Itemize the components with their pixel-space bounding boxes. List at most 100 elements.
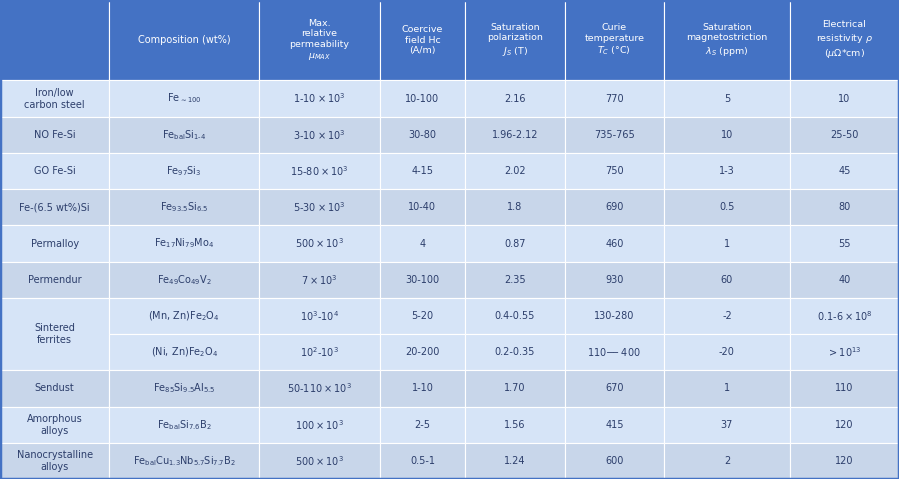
Text: $\mathrm{Fe_{bal}Si_{7.6}B_2}$: $\mathrm{Fe_{bal}Si_{7.6}B_2}$ [156, 418, 211, 432]
Bar [380, 443, 465, 479]
Bar [565, 443, 664, 479]
Bar [565, 117, 664, 153]
Bar [664, 334, 789, 370]
Text: 37: 37 [721, 420, 733, 430]
Bar [789, 298, 899, 334]
Text: 10: 10 [721, 130, 733, 140]
Text: 670: 670 [605, 383, 624, 393]
Bar [0, 262, 110, 298]
Text: 55: 55 [838, 239, 850, 249]
Bar [789, 80, 899, 117]
Text: Coercive
field Hc
(A/m): Coercive field Hc (A/m) [402, 25, 443, 56]
Bar [0, 407, 110, 443]
Bar [789, 334, 899, 370]
Text: $7 \times 10^3$: $7 \times 10^3$ [301, 273, 338, 286]
Bar [465, 0, 565, 80]
Text: 110$\mathrm{-\!\!\!-}$400: 110$\mathrm{-\!\!\!-}$400 [587, 346, 641, 358]
Bar [565, 407, 664, 443]
Text: 735-765: 735-765 [594, 130, 635, 140]
Bar [664, 226, 789, 262]
Bar [380, 298, 465, 334]
Text: 2-5: 2-5 [414, 420, 431, 430]
Text: Fe-(6.5 wt%)Si: Fe-(6.5 wt%)Si [19, 202, 90, 212]
Text: 20-200: 20-200 [405, 347, 440, 357]
Bar [110, 334, 259, 370]
Text: 2.35: 2.35 [504, 275, 526, 285]
Text: 0.87: 0.87 [504, 239, 526, 249]
Text: -2: -2 [722, 311, 732, 321]
Text: $1\text{-}10 \times 10^3$: $1\text{-}10 \times 10^3$ [293, 91, 346, 105]
Text: 10-100: 10-100 [405, 93, 440, 103]
Bar [465, 443, 565, 479]
Bar [380, 262, 465, 298]
Bar [565, 0, 664, 80]
Text: Composition (wt%): Composition (wt%) [138, 35, 230, 45]
Text: 4-15: 4-15 [412, 166, 433, 176]
Text: $\mathrm{Fe}_{\sim100}$: $\mathrm{Fe}_{\sim100}$ [167, 91, 201, 105]
Text: 1.56: 1.56 [504, 420, 526, 430]
Bar [259, 153, 380, 189]
Bar [565, 298, 664, 334]
Bar [110, 407, 259, 443]
Bar [259, 334, 380, 370]
Bar [789, 370, 899, 407]
Bar [0, 226, 110, 262]
Text: $\mathrm{Fe_{17}Ni_{79}Mo_4}$: $\mathrm{Fe_{17}Ni_{79}Mo_4}$ [154, 237, 214, 251]
Text: 1: 1 [724, 383, 730, 393]
Text: $100 \times 10^3$: $100 \times 10^3$ [295, 418, 344, 432]
Bar [465, 298, 565, 334]
Bar [110, 226, 259, 262]
Text: GO Fe-Si: GO Fe-Si [34, 166, 76, 176]
Text: 0.2-0.35: 0.2-0.35 [494, 347, 535, 357]
Text: 930: 930 [605, 275, 624, 285]
Text: $10^3\text{-}10^4$: $10^3\text{-}10^4$ [300, 309, 339, 323]
Bar [110, 262, 259, 298]
Bar [664, 443, 789, 479]
Text: 110: 110 [835, 383, 853, 393]
Text: $\mathrm{Fe_{bal}Cu_{1.3}Nb_{5.7}Si_{7.7}B_2}$: $\mathrm{Fe_{bal}Cu_{1.3}Nb_{5.7}Si_{7.7… [133, 454, 236, 468]
Bar [380, 370, 465, 407]
Text: Curie
temperature
$T_C$ (°C): Curie temperature $T_C$ (°C) [584, 23, 645, 57]
Text: Permalloy: Permalloy [31, 239, 79, 249]
Bar [259, 117, 380, 153]
Bar [789, 153, 899, 189]
Text: $5\text{-}30 \times 10^3$: $5\text{-}30 \times 10^3$ [293, 200, 346, 214]
Text: 1-10: 1-10 [412, 383, 433, 393]
Text: 2: 2 [724, 456, 730, 466]
Text: Nanocrystalline
alloys: Nanocrystalline alloys [16, 450, 93, 472]
Text: 80: 80 [838, 202, 850, 212]
Text: 4: 4 [419, 239, 425, 249]
Text: 25-50: 25-50 [830, 130, 859, 140]
Text: $3\text{-}10 \times 10^3$: $3\text{-}10 \times 10^3$ [293, 128, 346, 142]
Text: $\mathrm{(Ni,\,Zn)Fe_2O_4}$: $\mathrm{(Ni,\,Zn)Fe_2O_4}$ [150, 345, 218, 359]
Text: $15\text{-}80 \times 10^3$: $15\text{-}80 \times 10^3$ [290, 164, 349, 178]
Bar [664, 370, 789, 407]
Bar [664, 298, 789, 334]
Bar [0, 117, 110, 153]
Bar [789, 189, 899, 226]
Bar [664, 153, 789, 189]
Bar [565, 334, 664, 370]
Bar [465, 407, 565, 443]
Text: 0.5: 0.5 [719, 202, 734, 212]
Bar [664, 189, 789, 226]
Text: 60: 60 [721, 275, 733, 285]
Bar [664, 117, 789, 153]
Bar [465, 117, 565, 153]
Text: 30-80: 30-80 [408, 130, 436, 140]
Bar [380, 117, 465, 153]
Text: 770: 770 [605, 93, 624, 103]
Text: 2.16: 2.16 [504, 93, 526, 103]
Bar [789, 117, 899, 153]
Bar [380, 226, 465, 262]
Text: Saturation
magnetostriction
$\lambda_S$ (ppm): Saturation magnetostriction $\lambda_S$ … [686, 23, 768, 58]
Bar [465, 80, 565, 117]
Text: $\mathrm{(Mn,\,Zn)Fe_2O_4}$: $\mathrm{(Mn,\,Zn)Fe_2O_4}$ [148, 309, 220, 323]
Bar [0, 0, 110, 80]
Text: $0.1\text{-}6 \times 10^8$: $0.1\text{-}6 \times 10^8$ [816, 309, 872, 323]
Bar [259, 443, 380, 479]
Text: 130-280: 130-280 [594, 311, 635, 321]
Bar [664, 0, 789, 80]
Text: 30-100: 30-100 [405, 275, 440, 285]
Text: $\mathrm{Fe_{97}Si_3}$: $\mathrm{Fe_{97}Si_3}$ [166, 164, 202, 178]
